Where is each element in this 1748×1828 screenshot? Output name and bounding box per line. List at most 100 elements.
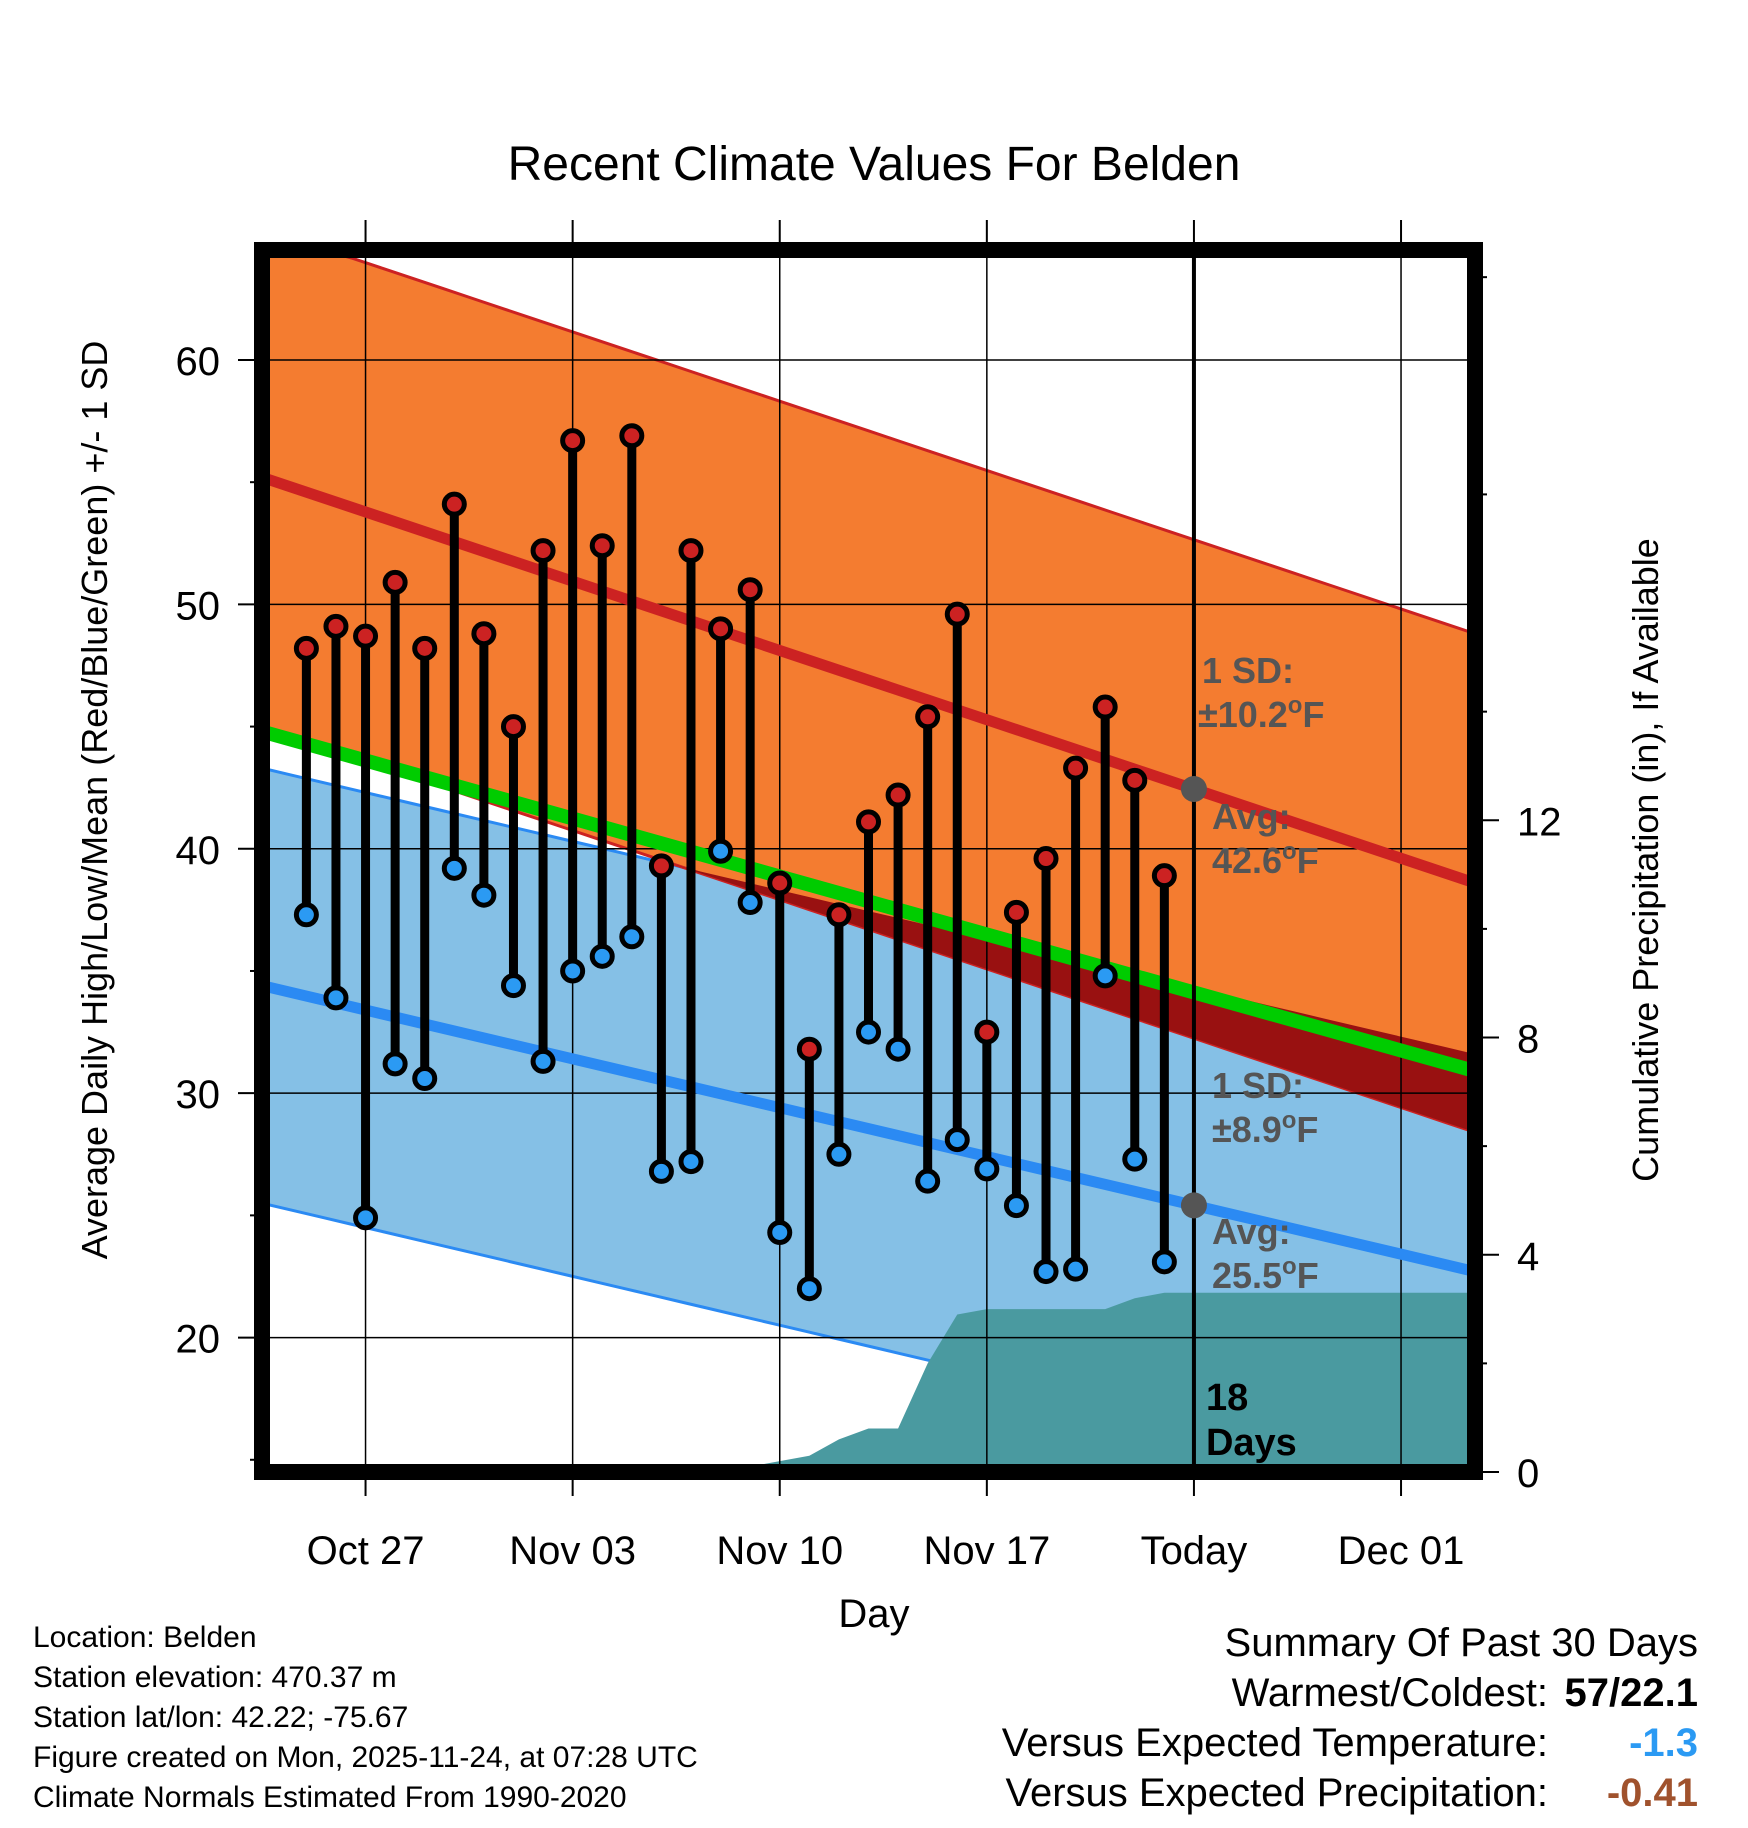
x-tick-label: Nov 03 [509,1529,636,1573]
high-temp-point [944,601,970,627]
high-sd-value: ±10.2oF [1198,692,1325,735]
high-temp-point [767,870,793,896]
temp-anomaly-label: Versus Expected Temperature: [1001,1721,1548,1765]
high-temp-point [974,1019,1000,1045]
high-temp-point [441,491,467,517]
days-label: Days [1206,1422,1297,1464]
low-temp-point [648,1158,674,1184]
low-temp-point [678,1149,704,1175]
low-temp-point [619,924,645,950]
high-temp-point [1151,863,1177,889]
precip-anomaly-label: Versus Expected Precipitation: [1005,1771,1548,1815]
y-tick-label: 40 [176,829,221,873]
high-avg-value: 42.6oF [1212,838,1319,881]
high-sd-label: 1 SD: [1202,650,1294,691]
y2-tick-label: 12 [1517,800,1562,844]
low-sd-value: ±8.9oF [1212,1107,1318,1150]
location-text: Location: Belden [33,1621,257,1654]
high-temp-point [471,621,497,647]
high-temp-point [412,635,438,661]
x-tick-label: Nov 17 [923,1529,1050,1573]
x-tick-label: Today [1141,1529,1248,1573]
low-sd-label: 1 SD: [1212,1065,1304,1106]
x-tick-label: Oct 27 [307,1529,425,1573]
high-temp-point [500,714,526,740]
low-temp-point [560,958,586,984]
high-temp-point [589,533,615,559]
low-temp-point [826,1141,852,1167]
low-temp-point [1033,1259,1059,1285]
low-temp-point [500,973,526,999]
y-tick-label: 30 [176,1073,221,1117]
high-temp-point [708,616,734,642]
summary-temp-row: Versus Expected Temperature: -1.3 [1002,1718,1698,1768]
axes: 20 30 40 50 60 0 4 8 12 Oct 27 Nov 03 Nov 10 Nov 17 T… [176,220,1562,1573]
today-low-avg-marker [1180,1192,1207,1219]
low-temp-point [412,1066,438,1092]
summary-precip-row: Versus Expected Precipitation: -0.41 [1002,1768,1698,1818]
y-tick-label: 20 [176,1318,221,1362]
x-tick-label: Dec 01 [1338,1529,1465,1573]
high-temp-point [856,809,881,835]
high-temp-point [678,538,704,564]
low-temp-point [323,985,349,1011]
high-temp-point [1122,767,1148,793]
low-normal-line [262,980,1475,1277]
high-sd-band [262,250,1475,1134]
y-tick-label: 60 [176,340,221,384]
temp-anomaly-value: -1.3 [1629,1721,1698,1765]
low-temp-point [471,882,497,908]
today-high-avg-marker [1180,775,1207,802]
x-tick-label: Nov 10 [716,1529,843,1573]
low-temp-point [915,1168,941,1194]
low-temp-point [885,1036,911,1062]
high-temp-point [382,569,408,595]
low-temp-point [974,1156,1000,1182]
normals-text: Climate Normals Estimated From 1990-2020 [33,1781,627,1814]
y2-tick-label: 8 [1517,1018,1539,1062]
high-temp-point [1063,755,1089,781]
high-temp-point [293,635,319,661]
y2-axis-label: Cumulative Precipitation (in), If Availa… [1625,538,1666,1182]
high-temp-point [1003,899,1029,925]
high-avg-label: Avg: [1212,796,1291,837]
summary-warmest-row: Warmest/Coldest: 57/22.1 [1002,1668,1698,1718]
high-temp-point [530,538,556,564]
high-temp-point [1033,846,1059,872]
low-temp-point [1092,963,1118,989]
days-count: 18 [1206,1377,1248,1419]
y-tick-label: 50 [176,584,221,628]
low-temp-point [382,1051,408,1077]
low-avg-value: 25.5oF [1212,1253,1319,1296]
chart-title: Recent Climate Values For Belden [508,138,1241,191]
high-temp-point [885,782,911,808]
precip-anomaly-value: -0.41 [1606,1771,1698,1815]
high-temp-point [648,853,674,879]
summary-header: Summary Of Past 30 Days [1224,1621,1698,1665]
high-normal-line [262,472,1475,889]
summary-panel: Summary Of Past 30 Days Warmest/Coldest:… [1002,1618,1698,1818]
high-temp-point [1092,694,1118,720]
y2-tick-label: 0 [1517,1452,1539,1496]
high-temp-point [619,423,645,449]
warmest-label: Warmest/Coldest: [1231,1671,1548,1715]
low-temp-point [708,838,734,864]
low-temp-point [353,1205,379,1231]
high-temp-point [915,704,941,730]
warmest-value: 57/22.1 [1564,1671,1698,1715]
created-text: Figure created on Mon, 2025-11-24, at 07… [33,1741,698,1774]
low-temp-point [1122,1146,1148,1172]
high-temp-point [323,613,349,639]
y2-tick-label: 4 [1517,1235,1539,1279]
low-avg-label: Avg: [1212,1211,1291,1252]
low-temp-point [796,1276,822,1302]
low-temp-point [856,1019,881,1045]
high-temp-point [560,428,586,454]
plot-frame [254,242,1483,1480]
low-temp-point [441,855,467,881]
low-temp-point [530,1048,556,1074]
low-temp-point [589,943,615,969]
